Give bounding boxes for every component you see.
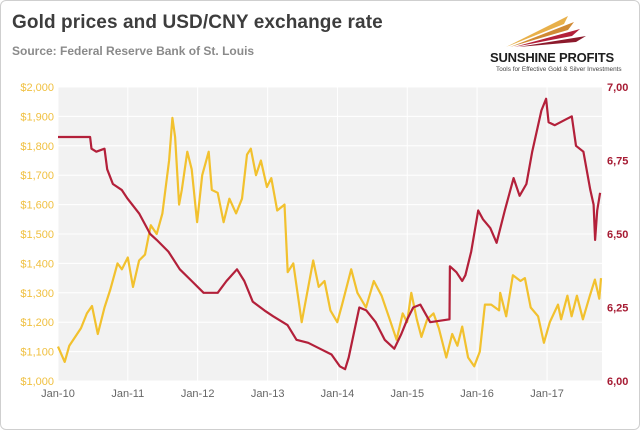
y-left-tick-label: $1,500 [20, 229, 54, 241]
y-left-tick-label: $1,600 [20, 200, 54, 212]
y-left-tick-label: $2,000 [20, 82, 54, 94]
y-left-tick-label: $1,700 [20, 170, 54, 182]
brand-name: SUNSHINE PROFITS [490, 50, 614, 65]
chart-title: Gold prices and USD/CNY exchange rate [12, 12, 383, 33]
y-left-tick-label: $1,300 [20, 288, 54, 300]
x-tick-label: Jan-15 [390, 388, 424, 400]
y-right-tick-label: 6,50 [607, 229, 628, 241]
gold-price-line [56, 116, 603, 368]
y-left-tick-label: $1,000 [20, 376, 54, 388]
x-tick-label: Jan-16 [460, 388, 494, 400]
x-tick-label: Jan-10 [41, 388, 75, 400]
y-right-tick-label: 6,25 [607, 303, 628, 315]
y-left-tick-label: $1,800 [20, 141, 54, 153]
y-left-tick-label: $1,100 [20, 347, 54, 359]
x-tick-label: Jan-11 [111, 388, 144, 400]
x-tick-label: Jan-12 [181, 388, 215, 400]
brand-tagline: Tools for Effective Gold & Silver Invest… [496, 66, 622, 73]
y-left-tick-label: $1,200 [20, 317, 54, 329]
x-tick-label: Jan-14 [321, 388, 355, 400]
x-tick-label: Jan-17 [530, 388, 564, 400]
chart-subtitle: Source: Federal Reserve Bank of St. Loui… [12, 44, 255, 58]
y-left-tick-label: $1,400 [20, 258, 54, 270]
usdcny-line [58, 97, 602, 371]
y-right-tick-label: 6,75 [607, 156, 628, 168]
y-right-tick-label: 7,00 [607, 82, 628, 94]
sunshine-profits-logo-icon [506, 16, 586, 47]
y-left-tick-label: $1,900 [20, 111, 54, 123]
y-right-tick-label: 6,00 [607, 376, 628, 388]
x-tick-label: Jan-13 [251, 388, 285, 400]
